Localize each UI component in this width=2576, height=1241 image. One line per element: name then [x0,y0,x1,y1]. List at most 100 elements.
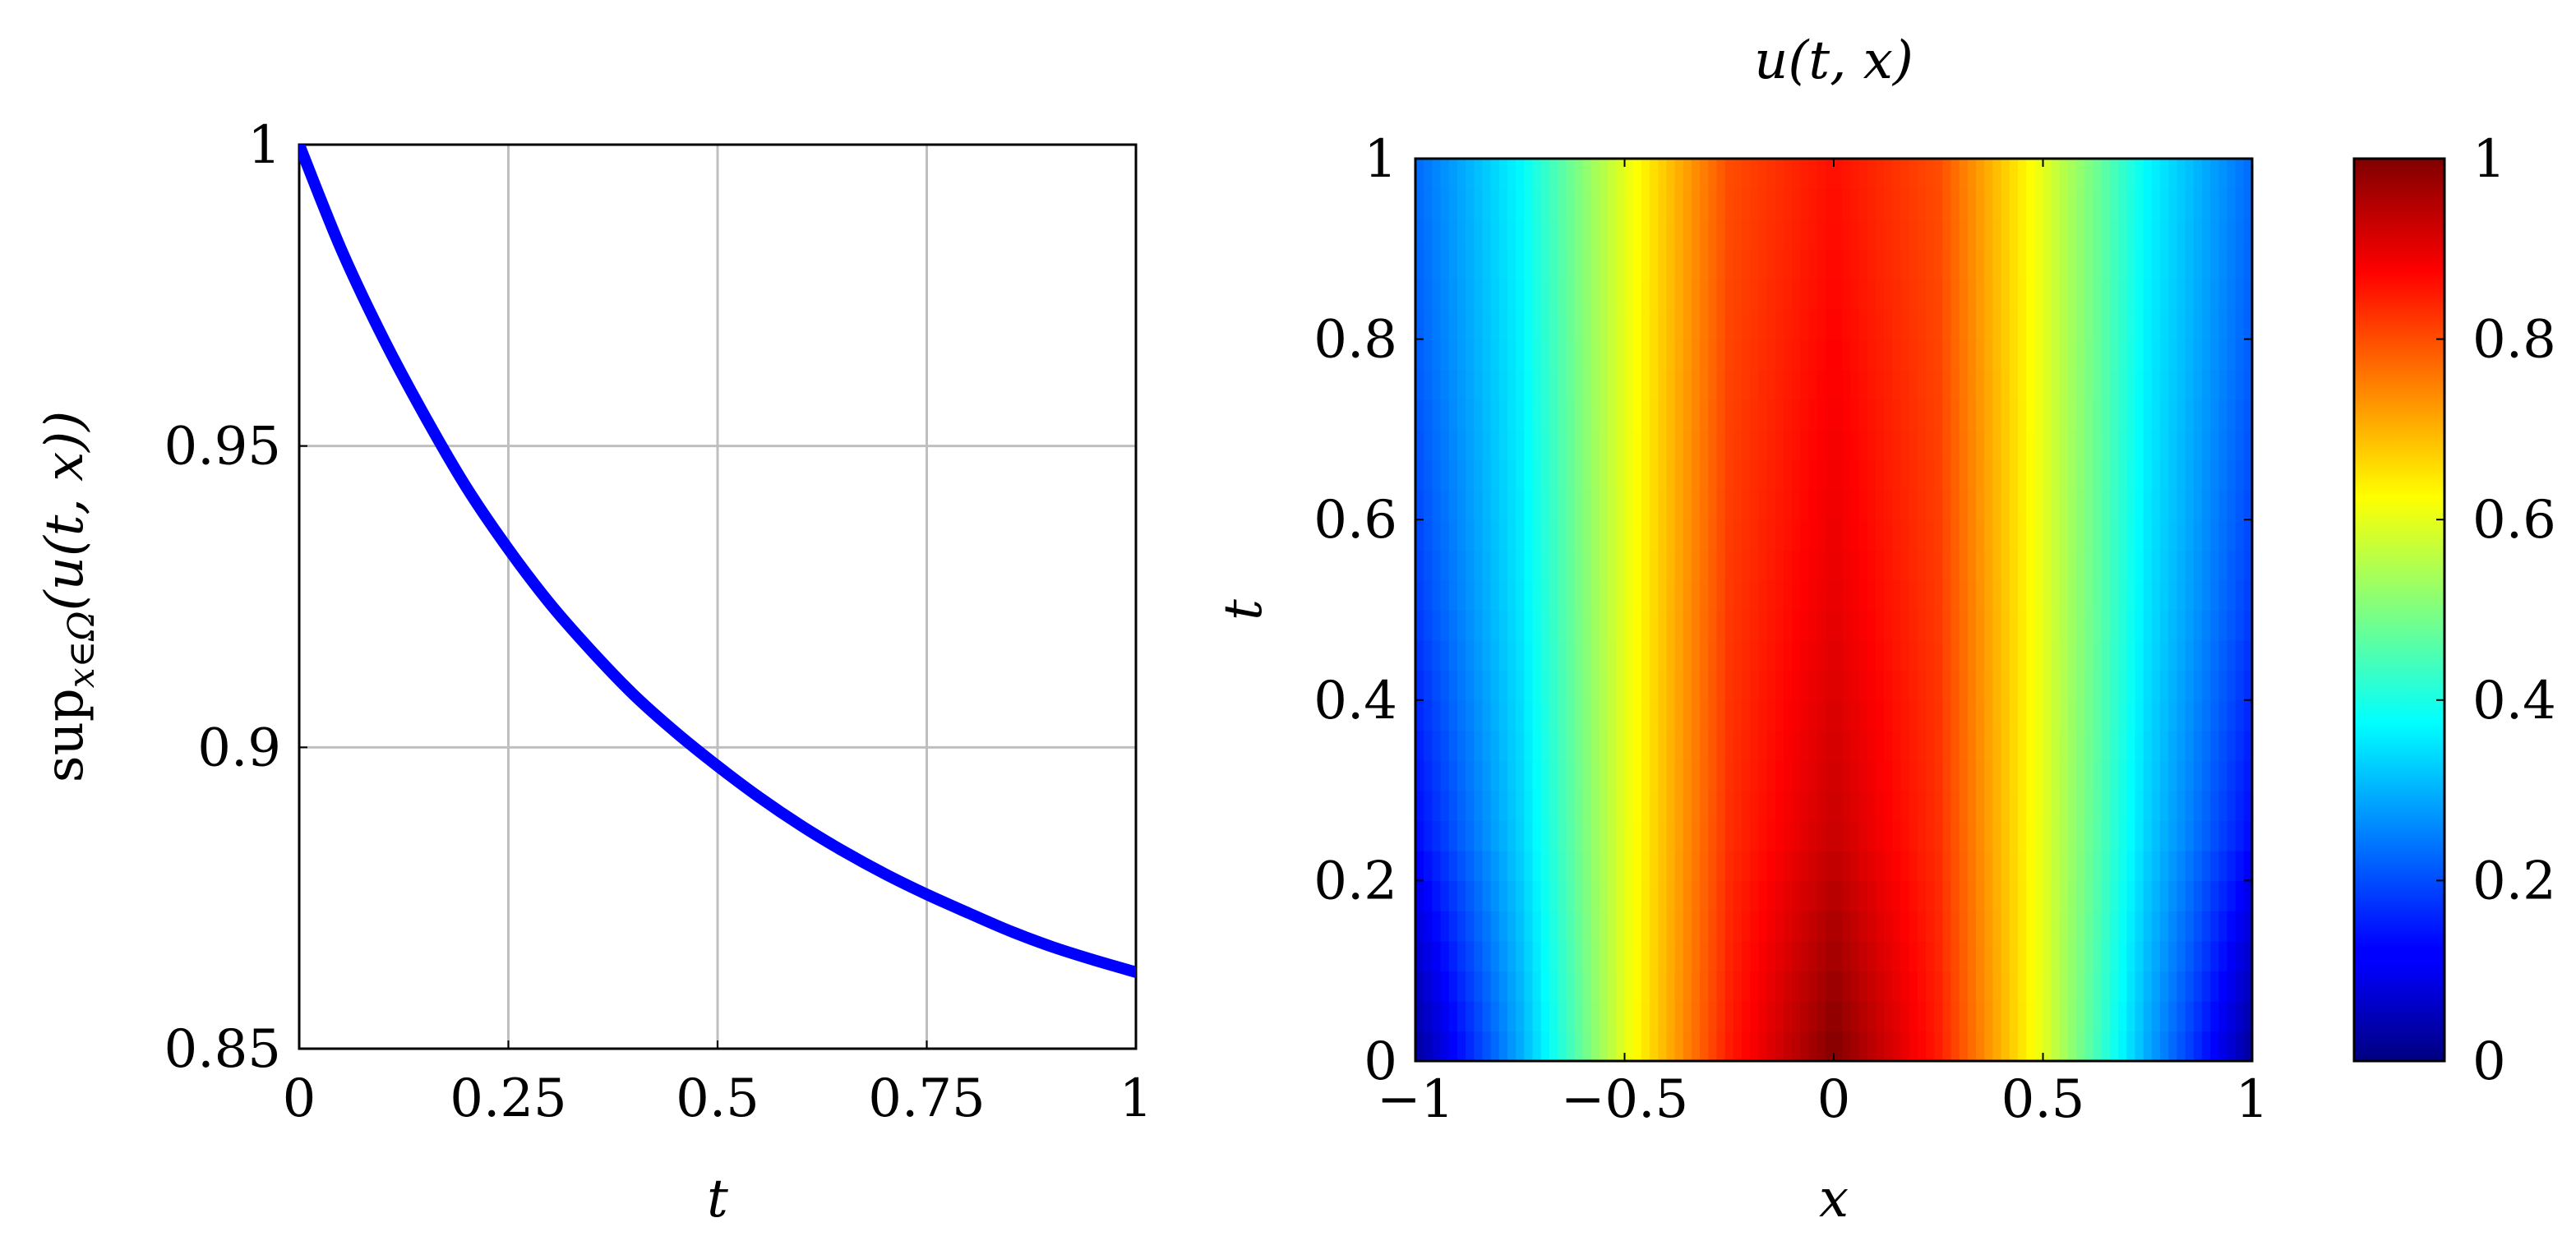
heatmap-cell [1516,309,1526,340]
heatmap-cell [2009,579,2019,611]
heatmap-cell [1900,730,1910,761]
heatmap-cell [2177,880,2186,911]
heatmap-cell [2243,459,2253,491]
heatmap-cell [2084,248,2094,280]
heatmap-cell [2235,639,2245,671]
heatmap-cell [1632,880,1642,911]
heatmap-cell [1466,219,1475,250]
heatmap-cell [1976,760,1986,791]
heatmap-cell [1641,1000,1650,1032]
heatmap-cell [1700,369,1710,400]
heatmap-cell [2026,880,2036,911]
heatmap-cell [1942,639,1952,671]
heatmap-cell [1892,309,1902,340]
heatmap-cell [1590,1031,1600,1062]
heatmap-cell [1532,159,1542,190]
heatmap-cell [1415,429,1424,460]
heatmap-cell [1608,219,1618,250]
heatmap-cell [1708,760,1718,791]
heatmap-cell [1825,1000,1835,1032]
heatmap-cell [2168,549,2178,581]
heatmap-cell [1850,459,1860,491]
heatmap-cell [1808,459,1818,491]
heatmap-cell [1967,579,1977,611]
heatmap-cell [1482,790,1492,821]
heatmap-cell [2143,459,2153,491]
heatmap-cell [1942,1031,1952,1062]
heatmap-cell [2034,940,2044,971]
heatmap-cell [1558,309,1567,340]
heatmap-cell [2084,880,2094,911]
heatmap-cell [2118,670,2128,701]
heatmap-cell [1808,309,1818,340]
heatmap-cell [1616,369,1626,400]
heatmap-cell [1716,459,1726,491]
heatmap-cell [1758,159,1768,190]
heatmap-cell [1758,188,1768,219]
heatmap-cell [1558,1000,1567,1032]
heatmap-cell [1925,459,1935,491]
heatmap-cell [1641,549,1650,581]
heatmap-cell [2001,159,2010,190]
heatmap-cell [1750,188,1760,219]
heatmap-cell [1432,369,1442,400]
heatmap-cell [1691,579,1701,611]
heatmap-cell [1666,188,1676,219]
heatmap-cell [1674,248,1684,280]
heatmap-cell [1424,159,1433,190]
heatmap-cell [2076,699,2086,731]
heatmap-cell [1967,760,1977,791]
heatmap-cell [2168,1031,2178,1062]
heatmap-cell [2093,309,2103,340]
heatmap-cell [1783,639,1793,671]
heatmap-cell [1549,248,1558,280]
heatmap-cell [2001,519,2010,551]
heatmap-cell [2160,339,2169,370]
heatmap-cell [2034,188,2044,219]
heatmap-cell [1917,820,1927,851]
heatmap-cell [2210,339,2220,370]
heatmap-cell [1959,248,1969,280]
heatmap-cell [1424,339,1433,370]
heatmap-cell [2201,971,2211,1002]
heatmap-cell [2017,971,2027,1002]
heatmap-cell [1808,820,1818,851]
heatmap-cell [2093,699,2103,731]
heatmap-cell [1516,279,1526,310]
heatmap-cell [1909,579,1918,611]
heatmap-cell [1942,760,1952,791]
heatmap-cell [1733,549,1743,581]
heatmap-cell [1558,339,1567,370]
heatmap-cell [1474,790,1484,821]
heatmap-cell [1792,188,1802,219]
heatmap-cell [2201,489,2211,520]
heatmap-cell [1834,519,1843,551]
heatmap-cell [1884,670,1894,701]
heatmap-cell [2218,820,2228,851]
heatmap-cell [2101,279,2111,310]
heatmap-cell [1490,429,1500,460]
heatmap-cell [2118,850,2128,882]
heatmap-cell [1875,880,1885,911]
heatmap-cell [1666,639,1676,671]
heatmap-cell [2076,219,2086,250]
heatmap-cell [1474,820,1484,851]
heatmap-cell [1984,188,1994,219]
heatmap-cell [2185,911,2195,942]
heatmap-cell [1967,549,1977,581]
heatmap-cell [1842,579,1852,611]
heatmap-cell [1624,279,1634,310]
heatmap-cell [1674,730,1684,761]
heatmap-cell [1925,820,1935,851]
heatmap-cell [1792,670,1802,701]
heatmap-cell [1925,971,1935,1002]
heatmap-cell [1674,459,1684,491]
heatmap-cell [1733,248,1743,280]
heatmap-cell [2243,940,2253,971]
heatmap-cell [2009,820,2019,851]
heatmap-cell [1867,971,1877,1002]
heatmap-cell [2218,369,2228,400]
heatmap-cell [2151,579,2161,611]
heatmap-cell [1540,850,1550,882]
heatmap-cell [1674,610,1684,641]
